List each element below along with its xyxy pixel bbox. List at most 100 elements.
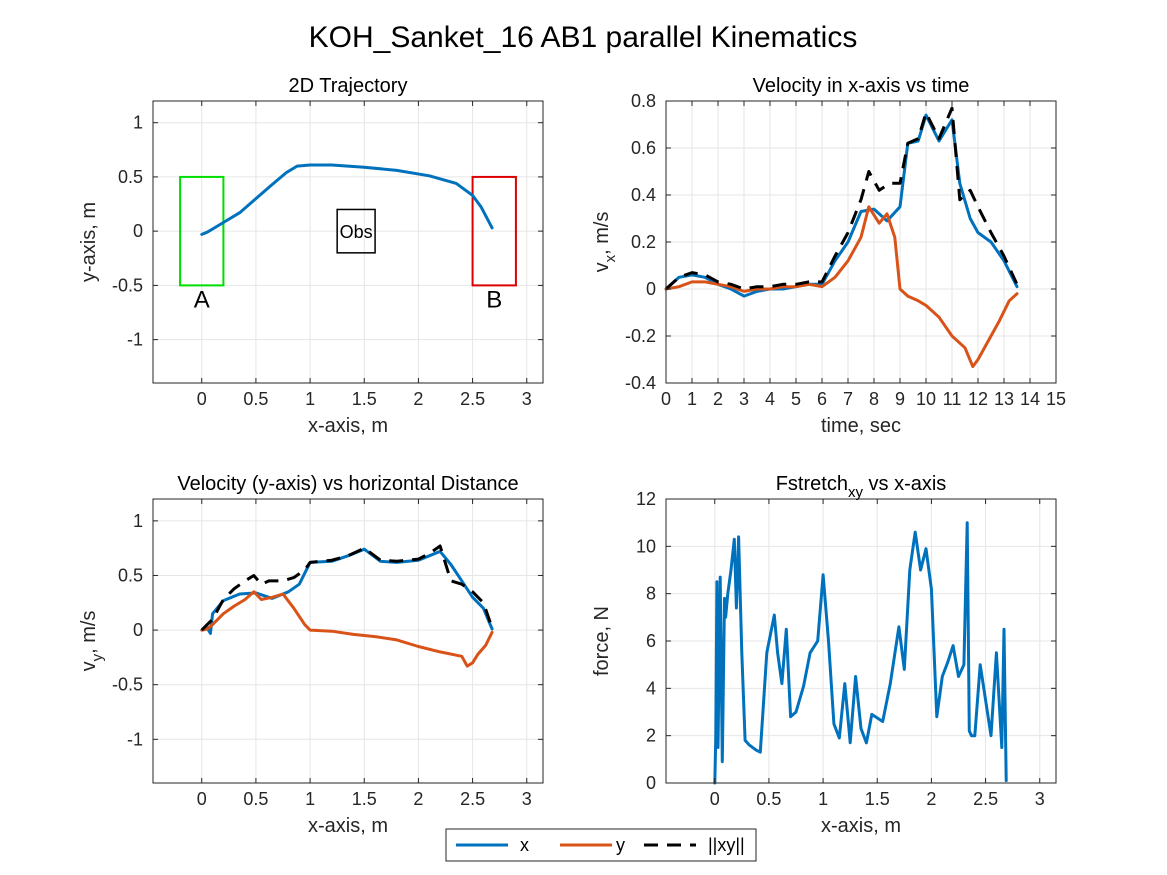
y-tick-label: 0.2 (631, 232, 656, 252)
y-tick-label: 0 (133, 221, 143, 241)
x-tick-label: 1.5 (352, 789, 377, 809)
x-axis-label: x-axis, m (821, 815, 901, 837)
y-tick-label: 0.8 (631, 91, 656, 111)
y-tick-label: 10 (636, 536, 656, 556)
x-tick-label: 1 (305, 789, 315, 809)
x-tick-label: 2.5 (973, 789, 998, 809)
y-tick-label: 1 (133, 511, 143, 531)
chart-title: Velocity in x-axis vs time (753, 75, 970, 97)
series-1-line (200, 163, 494, 236)
grid (665, 100, 1057, 384)
axes-frame (152, 498, 544, 784)
legend-label-y: y (616, 835, 625, 855)
chart-title: Velocity (y-axis) vs horizontal Distance (177, 473, 518, 495)
x-tick-label: 15 (1046, 389, 1066, 409)
x-tick-label: 10 (916, 389, 936, 409)
x-tick-label: 6 (817, 389, 827, 409)
series-1-line (200, 547, 494, 635)
y-tick-label: 8 (646, 584, 656, 604)
chart-title: Fstretchxy vs x-axis (776, 473, 947, 501)
chart-panel-4: 0 0.5 1 1.5 2 2.5 3 0 2 4 6 8 10 12 Fstretchxy vs x-ax… (591, 473, 1057, 837)
x-tick-label: 4 (765, 389, 775, 409)
y-tick-label: -1 (127, 729, 143, 749)
y-axis-label: vy, m/s (78, 611, 106, 672)
y-tick-label: -0.4 (625, 373, 656, 393)
x-tick-label: 8 (869, 389, 879, 409)
x-tick-label: 2 (413, 389, 423, 409)
grid (153, 499, 543, 783)
x-tick-label: 0.5 (243, 789, 268, 809)
x-tick-label: 0 (661, 389, 671, 409)
x-axis-label: x-axis, m (308, 415, 388, 437)
series-2-line (664, 205, 1019, 369)
series-1-line (713, 521, 1008, 785)
x-tick-label: 2 (926, 789, 936, 809)
legend-label-x: x (520, 835, 529, 855)
x-tick-label: 9 (895, 389, 905, 409)
x-tick-label: 3 (522, 789, 532, 809)
x-tick-label: 0.5 (243, 389, 268, 409)
x-tick-label: 7 (843, 389, 853, 409)
y-tick-label: 12 (636, 489, 656, 509)
x-axis-label: time, sec (821, 415, 901, 437)
y-tick-label: -1 (127, 330, 143, 350)
x-tick-label: 14 (1020, 389, 1040, 409)
chart-title: 2D Trajectory (289, 75, 408, 97)
series-1-line (664, 113, 1019, 298)
x-tick-label: 0.5 (756, 789, 781, 809)
x-tick-label: 2.5 (460, 789, 485, 809)
axes-frame (152, 100, 544, 384)
x-tick-label: 3 (1035, 789, 1045, 809)
figure-suptitle: KOH_Sanket_16 AB1 parallel Kinematics (309, 21, 858, 54)
y-tick-label: 4 (646, 678, 656, 698)
series-3-line (664, 106, 1019, 291)
chart-panel-3: 0 0.5 1 1.5 2 2.5 3 -1 -0.5 0 0.5 1 Velocity (y-axis… (78, 473, 544, 837)
y-tick-label: 0 (646, 279, 656, 299)
y-tick-label: 0.5 (118, 565, 143, 585)
region-obs (336, 208, 376, 254)
x-tick-label: 0 (197, 789, 207, 809)
x-tick-label: 11 (943, 389, 962, 409)
region-label-a: A (194, 286, 210, 313)
series-2-line (200, 590, 494, 668)
x-tick-label: 5 (791, 389, 801, 409)
region-label-b: B (486, 286, 502, 313)
x-tick-label: 2.5 (460, 389, 485, 409)
y-tick-label: -0.5 (112, 675, 143, 695)
legend-label-norm: ||xy|| (708, 835, 745, 855)
y-tick-label: 0.5 (118, 167, 143, 187)
y-tick-label: 6 (646, 631, 656, 651)
legend: x y ||xy|| (445, 828, 757, 862)
y-tick-label: -0.2 (625, 326, 656, 346)
region-b (471, 175, 517, 287)
y-tick-label: 2 (646, 726, 656, 746)
y-tick-label: 1 (133, 113, 143, 133)
chart-panel-1: A B Obs 0 0.5 1 1.5 2 2.5 3 -1 -0.5 0 0.5 1 2D Trajecto… (78, 75, 544, 437)
x-axis-label: x-axis, m (308, 815, 388, 837)
y-axis-label: vx, m/s (591, 212, 619, 273)
x-tick-label: 3 (739, 389, 749, 409)
y-tick-label: -0.5 (112, 275, 143, 295)
x-tick-label: 1 (305, 389, 315, 409)
x-tick-label: 1.5 (352, 389, 377, 409)
y-axis-label: y-axis, m (78, 202, 100, 282)
y-tick-label: 0 (133, 620, 143, 640)
y-tick-label: 0.4 (631, 185, 656, 205)
chart-panel-2: 0 1 2 3 4 5 6 7 8 9 10 11 12 13 14 15-0.4-0.200.20.40.6… (591, 75, 1066, 437)
x-tick-label: 3 (522, 389, 532, 409)
region-a (179, 175, 225, 287)
y-tick-label: 0 (646, 773, 656, 793)
x-tick-label: 0 (710, 789, 720, 809)
y-axis-label: force, N (591, 606, 613, 676)
series-3-line (200, 544, 494, 632)
x-tick-label: 1 (818, 789, 828, 809)
x-tick-label: 0 (197, 389, 207, 409)
x-tick-label: 1.5 (865, 789, 890, 809)
x-tick-label: 13 (994, 389, 1014, 409)
x-tick-label: 12 (968, 389, 988, 409)
x-tick-label: 2 (713, 389, 723, 409)
y-tick-label: 0.6 (631, 138, 656, 158)
x-tick-label: 2 (413, 789, 423, 809)
region-label-obs: Obs (340, 222, 373, 242)
